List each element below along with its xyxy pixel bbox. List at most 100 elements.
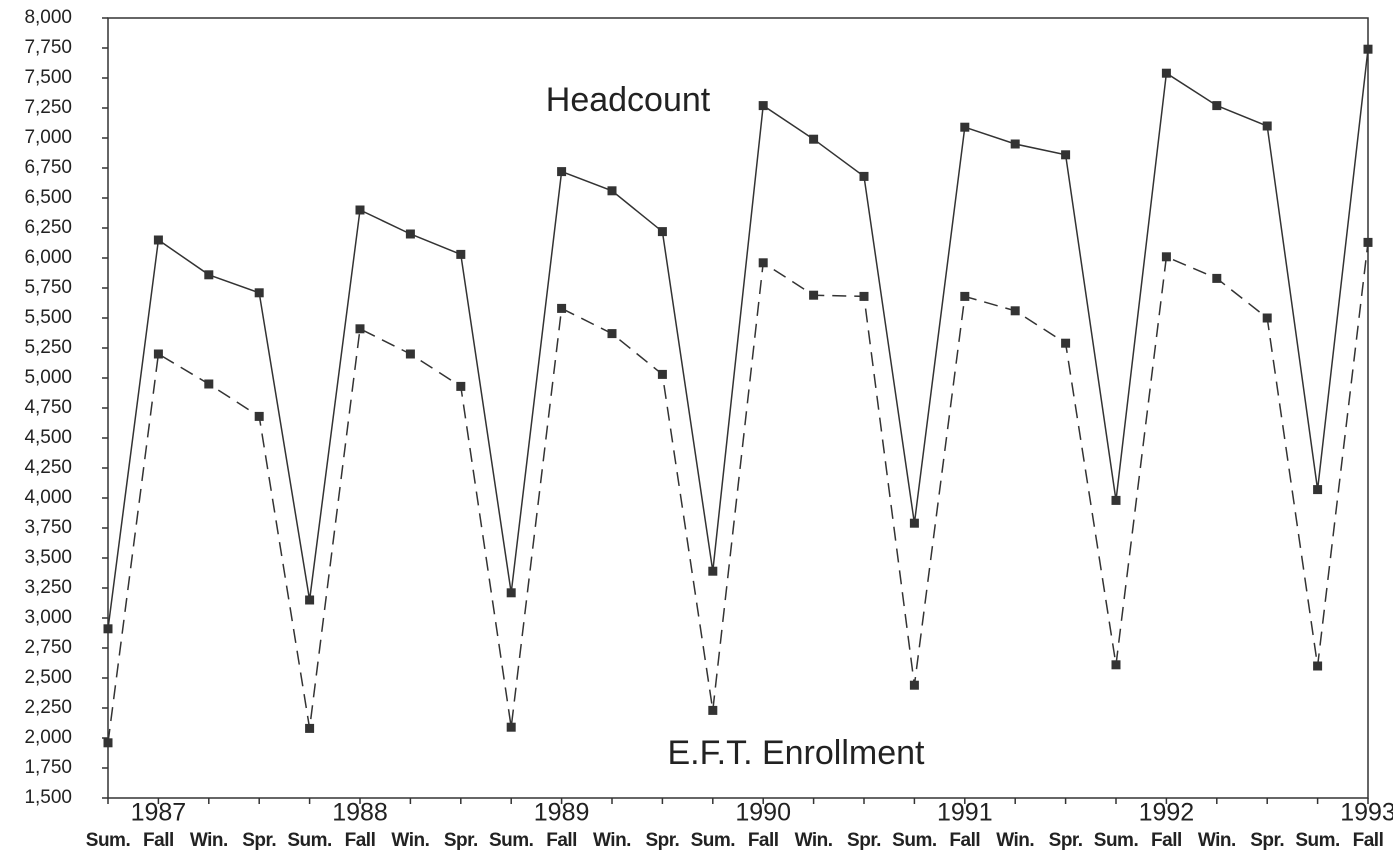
y-tick-label: 6,000 xyxy=(24,247,72,268)
series-line xyxy=(107,49,1369,629)
y-tick-label: 3,500 xyxy=(24,547,72,568)
y-tick-label: 8,000 xyxy=(24,7,72,28)
y-tick-label: 5,750 xyxy=(24,277,72,298)
x-tick-label: Spr. xyxy=(1250,830,1284,851)
point xyxy=(1262,313,1272,323)
point xyxy=(708,566,718,576)
y-tick-label: 4,000 xyxy=(24,487,72,508)
y-tick-label: 5,500 xyxy=(24,307,72,328)
point xyxy=(1111,660,1121,670)
x-tick-label: Fall xyxy=(748,830,779,851)
point xyxy=(909,680,919,690)
point xyxy=(506,588,516,598)
x-tick-label: Spr. xyxy=(1049,830,1083,851)
y-tick-label: 6,500 xyxy=(24,187,72,208)
series-annotation: E.F.T. Enrollment xyxy=(668,734,926,772)
x-tick-label: Fall xyxy=(1353,830,1384,851)
y-tick-label: 4,500 xyxy=(24,427,72,448)
x-tick-label: Sum. xyxy=(1094,830,1138,851)
year-label: 1992 xyxy=(1139,799,1195,827)
point xyxy=(254,411,264,421)
x-tick-label: Sum. xyxy=(1295,830,1339,851)
point xyxy=(708,705,718,715)
y-tick-label: 3,250 xyxy=(24,577,72,598)
x-tick-label: Spr. xyxy=(645,830,679,851)
point xyxy=(859,171,869,181)
x-tick-label: Win. xyxy=(795,830,833,851)
point xyxy=(607,329,617,339)
point xyxy=(456,381,466,391)
point xyxy=(758,101,768,111)
x-tick-label: Sum. xyxy=(489,830,533,851)
point xyxy=(1363,44,1373,54)
point xyxy=(909,518,919,528)
y-tick-label: 1,750 xyxy=(24,757,72,778)
year-label: 1988 xyxy=(332,799,388,827)
point xyxy=(1212,101,1222,111)
point xyxy=(607,186,617,196)
point xyxy=(1010,139,1020,149)
point xyxy=(1161,68,1171,78)
point xyxy=(405,349,415,359)
point xyxy=(355,205,365,215)
y-tick-label: 6,750 xyxy=(24,157,72,178)
year-label: 1987 xyxy=(131,799,187,827)
point xyxy=(1010,306,1020,316)
y-tick-label: 4,250 xyxy=(24,457,72,478)
point xyxy=(305,595,315,605)
y-tick-label: 7,000 xyxy=(24,127,72,148)
y-tick-label: 3,000 xyxy=(24,607,72,628)
point xyxy=(506,722,516,732)
year-label: 1991 xyxy=(937,799,993,827)
point xyxy=(809,134,819,144)
point xyxy=(1111,495,1121,505)
point xyxy=(204,270,214,280)
y-tick-label: 1,500 xyxy=(24,787,72,808)
y-tick-label: 3,750 xyxy=(24,517,72,538)
x-tick-label: Sum. xyxy=(86,830,130,851)
y-tick-label: 2,750 xyxy=(24,637,72,658)
x-tick-label: Fall xyxy=(949,830,980,851)
point xyxy=(859,291,869,301)
x-tick-label: Fall xyxy=(143,830,174,851)
point xyxy=(657,369,667,379)
point xyxy=(355,324,365,334)
x-tick-label: Win. xyxy=(391,830,429,851)
x-tick-label: Sum. xyxy=(287,830,331,851)
point xyxy=(809,290,819,300)
point xyxy=(960,291,970,301)
series-line xyxy=(107,242,1369,743)
point xyxy=(305,723,315,733)
y-tick-label: 2,250 xyxy=(24,697,72,718)
point xyxy=(557,303,567,313)
year-label: 1990 xyxy=(735,799,791,827)
x-tick-label: Win. xyxy=(593,830,631,851)
point xyxy=(1212,273,1222,283)
y-tick-label: 6,250 xyxy=(24,217,72,238)
y-tick-label: 7,250 xyxy=(24,97,72,118)
point xyxy=(1313,661,1323,671)
x-tick-label: Win. xyxy=(996,830,1034,851)
point xyxy=(1363,237,1373,247)
point xyxy=(204,379,214,389)
point xyxy=(254,288,264,298)
y-tick-label: 2,000 xyxy=(24,727,72,748)
plot-frame xyxy=(107,17,1369,799)
x-tick-label: Sum. xyxy=(691,830,735,851)
point xyxy=(1061,338,1071,348)
x-tick-label: Fall xyxy=(1151,830,1182,851)
x-tick-label: Fall xyxy=(345,830,376,851)
point xyxy=(758,258,768,268)
y-tick-label: 7,500 xyxy=(24,67,72,88)
x-tick-label: Sum. xyxy=(892,830,936,851)
point xyxy=(1061,150,1071,160)
year-label: 1993 xyxy=(1340,799,1393,827)
point xyxy=(456,249,466,259)
x-tick-label: Win. xyxy=(1198,830,1236,851)
point xyxy=(153,349,163,359)
point xyxy=(405,229,415,239)
point xyxy=(1313,485,1323,495)
y-tick-label: 5,000 xyxy=(24,367,72,388)
point xyxy=(103,624,113,634)
